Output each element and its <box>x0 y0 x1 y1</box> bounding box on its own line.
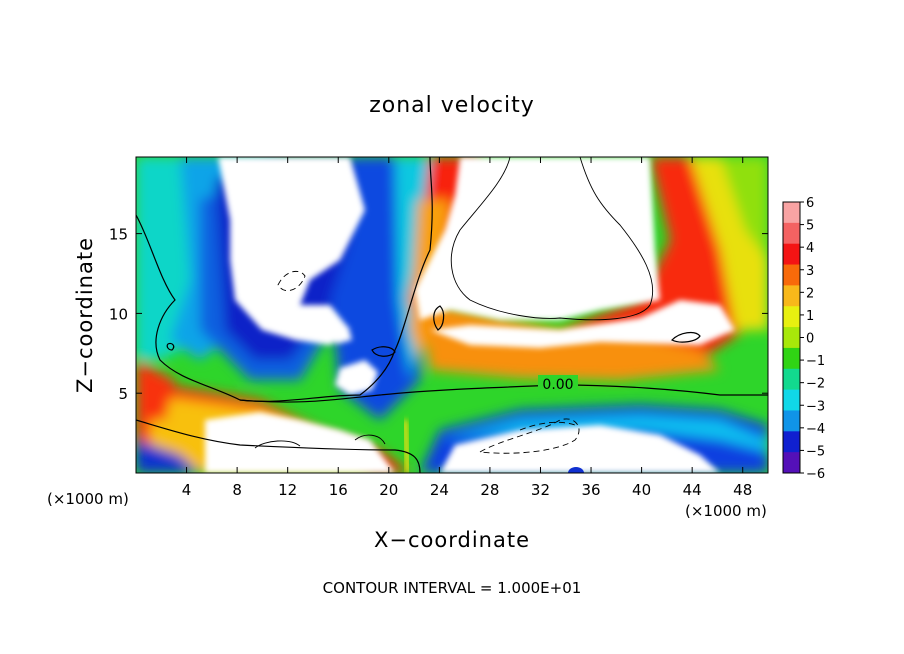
colorbar-tick-label: 3 <box>806 264 814 279</box>
colorbar-swatch <box>783 368 800 391</box>
colorbar-tick-label: 2 <box>806 286 814 301</box>
colorbar: 6 5 4 3 2 1 0 −1 −2 −3 −4 −5 −6 <box>782 196 825 482</box>
chart-title: zonal velocity <box>369 93 535 118</box>
colorbar-tick-label: −4 <box>806 422 825 437</box>
x-tick-label: 4 <box>182 481 192 499</box>
colorbar-swatch <box>783 452 800 474</box>
colorbar-tick-label: −2 <box>806 377 825 392</box>
colorbar-tick-label: −3 <box>806 399 825 414</box>
x-axis-label: X−coordinate <box>374 528 530 552</box>
colorbar-swatch <box>783 264 800 286</box>
colorbar-swatch <box>783 306 800 328</box>
y-tick-label: 5 <box>118 385 128 403</box>
contour-label: 0.00 <box>542 377 573 393</box>
colorbar-tick-label: 0 <box>806 332 814 347</box>
x-tick-label: 48 <box>733 481 752 499</box>
colorbar-swatch <box>783 327 800 349</box>
contour-interval-note: CONTOUR INTERVAL = 1.000E+01 <box>323 579 582 597</box>
y-tick-label: 10 <box>109 305 128 323</box>
x-tick-label: 12 <box>278 481 297 499</box>
x-tick-label: 36 <box>581 481 600 499</box>
y-axis-label: Z−coordinate <box>73 237 97 393</box>
colorbar-swatch <box>783 202 800 224</box>
x-axis-ticks: 4 8 12 16 20 24 28 32 36 40 44 48 <box>182 157 752 499</box>
x-tick-label: 16 <box>329 481 348 499</box>
colorbar-swatch <box>783 389 800 411</box>
x-tick-label: 8 <box>232 481 242 499</box>
colorbar-swatch <box>783 431 800 453</box>
plot-frame <box>135 156 769 474</box>
colorbar-tick-label: −6 <box>806 467 825 482</box>
y-tick-label: 15 <box>109 226 128 244</box>
colorbar-swatch <box>783 222 800 245</box>
colorbar-swatch <box>783 410 800 432</box>
colorbar-tick-label: 5 <box>806 219 814 234</box>
y-axis-ticks: 5 10 15 <box>109 226 768 403</box>
colorbar-tick-label: 6 <box>806 196 814 211</box>
velocity-field: 0.00 <box>136 157 768 473</box>
colorbar-swatch <box>783 347 800 370</box>
colorbar-tick-label: −5 <box>806 444 825 459</box>
x-tick-label: 20 <box>379 481 398 499</box>
colorbar-swatch <box>783 285 800 307</box>
colorbar-swatch <box>783 243 800 266</box>
x-tick-label: 24 <box>430 481 449 499</box>
colorbar-tick-label: 4 <box>806 241 814 256</box>
x-unit-right: (×1000 m) <box>685 502 767 520</box>
x-tick-label: 28 <box>480 481 499 499</box>
x-tick-label: 44 <box>683 481 702 499</box>
colorbar-tick-label: 1 <box>806 309 814 324</box>
colorbar-tick-label: −1 <box>806 354 825 369</box>
x-tick-label: 40 <box>632 481 651 499</box>
x-tick-label: 32 <box>531 481 550 499</box>
x-unit-left: (×1000 m) <box>47 490 129 508</box>
